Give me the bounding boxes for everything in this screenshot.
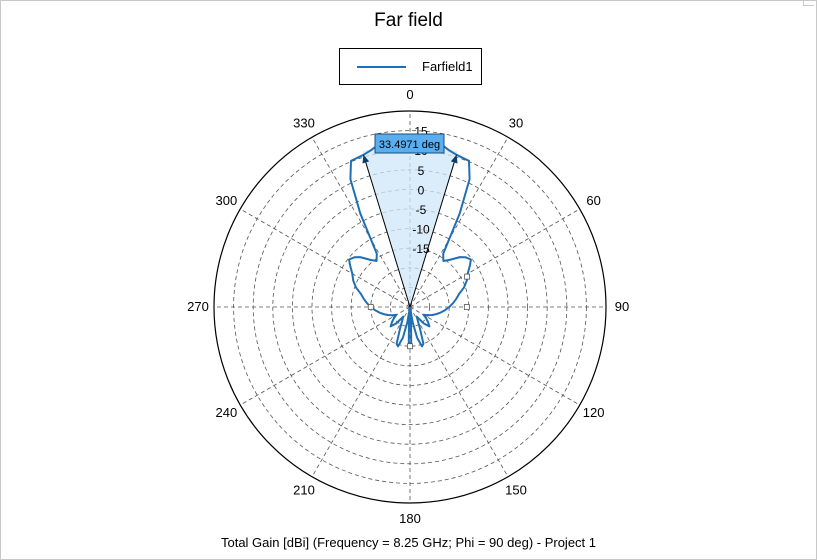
- marker-arrow-head: [450, 154, 458, 164]
- radial-tick-label: -5: [416, 203, 427, 217]
- angle-tick-label: 30: [509, 115, 523, 130]
- marker-arrow-line: [409, 154, 458, 308]
- radial-tick-label: 5: [418, 164, 425, 178]
- angular-grid-spoke: [409, 137, 509, 308]
- angle-tick-label: 270: [187, 299, 209, 314]
- curve-marker-square: [463, 304, 470, 310]
- angular-grid-spoke: [311, 137, 411, 308]
- curve-marker-square: [464, 273, 471, 280]
- beamwidth-label: 33.4971 deg: [379, 139, 440, 151]
- curve-marker-square: [407, 343, 413, 350]
- marker-arrow-head: [362, 154, 370, 164]
- angle-tick-label: 330: [293, 115, 315, 130]
- polar-outer-circle: [213, 110, 607, 504]
- angle-tick-label: 60: [586, 193, 600, 208]
- radial-tick-label: 0: [418, 183, 425, 197]
- legend[interactable]: Farfield1: [339, 48, 482, 85]
- chart-title: Far field: [374, 10, 443, 31]
- angular-grid-spoke: [409, 306, 580, 406]
- angle-tick-label: 300: [216, 193, 238, 208]
- angle-tick-label: 210: [293, 483, 315, 498]
- angle-tick-label: 120: [583, 405, 605, 420]
- angular-grid-spoke: [409, 306, 509, 477]
- angular-grid-spoke: [311, 306, 411, 477]
- angle-tick-label: 150: [505, 483, 527, 498]
- angle-tick-label: 0: [406, 87, 413, 102]
- radial-tick-label: -10: [412, 223, 430, 237]
- legend-line-swatch: [357, 66, 406, 68]
- chart-caption: Total Gain [dBi] (Frequency = 8.25 GHz; …: [220, 535, 597, 550]
- angle-tick-label: 240: [216, 405, 238, 420]
- beamwidth-wedge: [362, 144, 458, 307]
- beamwidth-label-box: [374, 133, 445, 154]
- angle-tick-label: 180: [399, 511, 421, 526]
- angular-grid-spoke: [409, 208, 580, 308]
- radial-tick-label: -15: [412, 242, 430, 256]
- window-corner-mark: [803, 1, 814, 6]
- angular-grid-spoke: [240, 208, 411, 308]
- legend-label: Farfield1: [422, 59, 473, 74]
- marker-arrow-line: [362, 154, 411, 308]
- angular-grid-spoke: [240, 306, 411, 406]
- curve-marker-square: [367, 304, 374, 310]
- angle-tick-label: 90: [615, 299, 629, 314]
